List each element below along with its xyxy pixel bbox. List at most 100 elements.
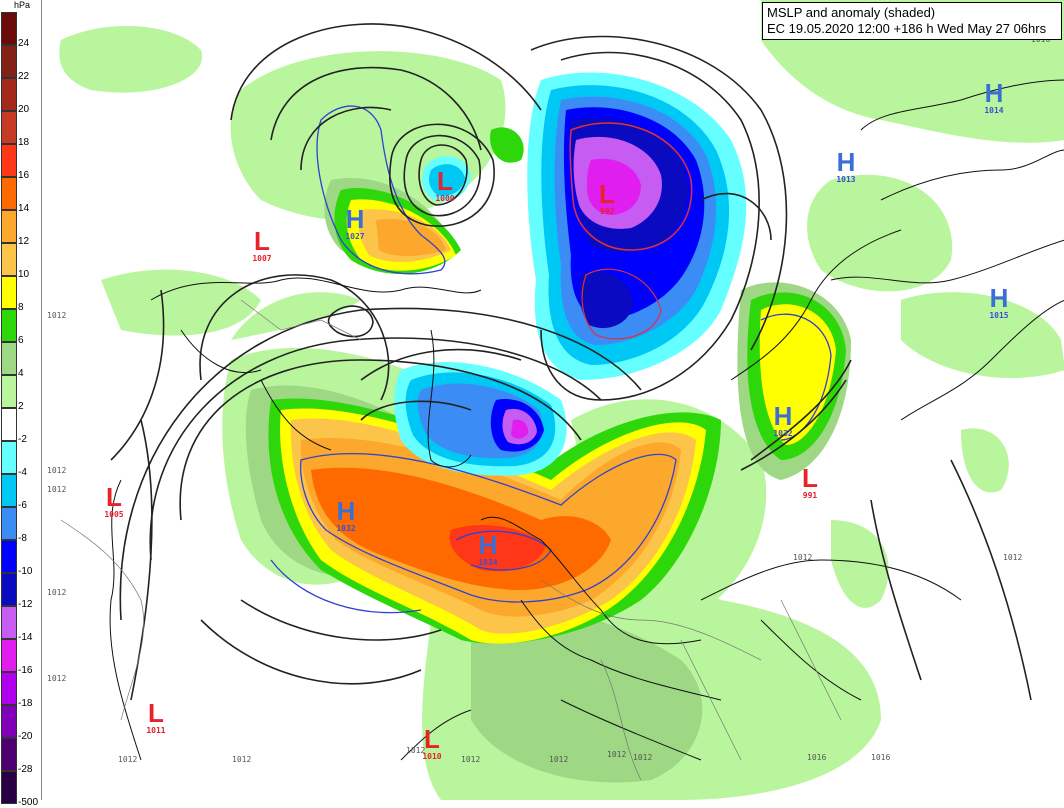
- borders: [60, 299, 842, 781]
- legend-tick-label: -10: [18, 566, 33, 577]
- svg-text:1032: 1032: [773, 429, 792, 438]
- legend-swatch: [1, 45, 17, 78]
- legend-tick-label: 14: [18, 203, 30, 214]
- svg-text:H: H: [479, 530, 498, 560]
- legend-tick-label: -12: [18, 599, 33, 610]
- svg-text:L: L: [106, 482, 122, 512]
- negative-anomaly-magenta: [511, 158, 641, 439]
- isobar-label: 1012: [461, 755, 480, 764]
- isobar-label: 1012: [47, 485, 66, 494]
- legend-swatch: [1, 309, 17, 342]
- legend-swatch: [1, 507, 17, 540]
- legend-tick-label: -6: [18, 500, 27, 511]
- isobar-label: 1012: [232, 755, 251, 764]
- isobar-label: 1012: [793, 553, 812, 562]
- legend-tick-label: -4: [18, 467, 27, 478]
- isobar-label: 1012: [118, 755, 137, 764]
- legend-tick-label: 12: [18, 236, 30, 247]
- svg-text:1013: 1013: [836, 175, 855, 184]
- svg-text:H: H: [985, 78, 1004, 108]
- svg-text:1034: 1034: [478, 558, 497, 567]
- legend-tick-label: -14: [18, 632, 33, 643]
- mslp-anomaly-map: 1016 1012 1012 1012 1012 1012 1012 1012 1012 1012…: [42, 0, 1064, 800]
- legend-tick-label: 22: [18, 71, 30, 82]
- legend-tick-label: 16: [18, 170, 30, 181]
- legend-tick-label: 18: [18, 137, 30, 148]
- positive-anomaly-red: [449, 525, 546, 572]
- legend-tick-label: -20: [18, 731, 33, 742]
- legend-tick-label: -28: [18, 764, 33, 775]
- isobar-label: 1012: [1003, 553, 1022, 562]
- legend-swatch: [1, 540, 17, 573]
- legend-swatch: [1, 672, 17, 705]
- legend-swatch: [1, 705, 17, 738]
- isobar-label: 1012: [607, 750, 626, 759]
- legend-tick-label: -2: [18, 434, 27, 445]
- legend-swatch: [1, 606, 17, 639]
- svg-text:1010: 1010: [422, 752, 441, 761]
- svg-text:1032: 1032: [336, 524, 355, 533]
- legend-tick-label: -16: [18, 665, 33, 676]
- legend-swatch: [1, 474, 17, 507]
- svg-text:1000: 1000: [435, 194, 454, 203]
- legend-tick-label: 4: [18, 368, 24, 379]
- svg-text:L: L: [437, 166, 453, 196]
- svg-text:1015: 1015: [989, 311, 1008, 320]
- isobar-label: 1012: [47, 588, 66, 597]
- map-canvas: 1016 1012 1012 1012 1012 1012 1012 1012 1012 1012…: [41, 0, 1064, 800]
- legend-swatch: [1, 738, 17, 771]
- svg-text:H: H: [774, 401, 793, 431]
- legend-swatch: [1, 276, 17, 309]
- isobar-label: 1012: [47, 674, 66, 683]
- legend-swatch: [1, 573, 17, 606]
- legend-tick-label: 24: [18, 38, 30, 49]
- legend-swatch: [1, 177, 17, 210]
- legend-tick-label: 10: [18, 269, 30, 280]
- map-title: MSLP and anomaly (shaded): [767, 5, 936, 20]
- isobar-label: 1016: [871, 753, 890, 762]
- anomaly-color-legend: hPa 24 22 20 18 16 14 12 10 8 6 4 2 -2 -4 -6 -8 -10 -12 -1…: [0, 0, 40, 808]
- svg-text:992: 992: [600, 207, 615, 216]
- legend-swatch: [1, 342, 17, 375]
- legend-swatch: [1, 441, 17, 474]
- legend-swatch: [1, 210, 17, 243]
- isobar-label: 1016: [807, 753, 826, 762]
- map-run-info: EC 19.05.2020 12:00 +186 h Wed May 27 06…: [767, 21, 1047, 36]
- coastlines: [109, 79, 1064, 761]
- svg-text:L: L: [148, 698, 164, 728]
- isobar-labels: 1016 1012 1012 1012 1012 1012 1012 1012 1012 1012…: [47, 35, 1050, 764]
- svg-text:H: H: [990, 283, 1009, 313]
- legend-tick-label: -8: [18, 533, 27, 544]
- legend-swatch: [1, 144, 17, 177]
- svg-text:1007: 1007: [252, 254, 271, 263]
- map-title-box: MSLP and anomaly (shaded) EC 19.05.2020 …: [762, 2, 1062, 40]
- svg-text:1014: 1014: [984, 106, 1003, 115]
- legend-tick-label: 6: [18, 335, 24, 346]
- legend-swatch: [1, 12, 17, 45]
- isobars: [110, 23, 1032, 701]
- svg-text:L: L: [599, 179, 615, 209]
- legend-tick-label: 8: [18, 302, 24, 313]
- svg-text:H: H: [337, 496, 356, 526]
- legend-tick-label: -18: [18, 698, 33, 709]
- legend-swatch: [1, 408, 17, 441]
- legend-tick-label: 2: [18, 401, 24, 412]
- svg-text:991: 991: [803, 491, 818, 500]
- legend-unit-label: hPa: [14, 0, 31, 10]
- svg-text:L: L: [802, 463, 818, 493]
- legend-tick-label: 20: [18, 104, 30, 115]
- legend-swatch: [1, 771, 17, 804]
